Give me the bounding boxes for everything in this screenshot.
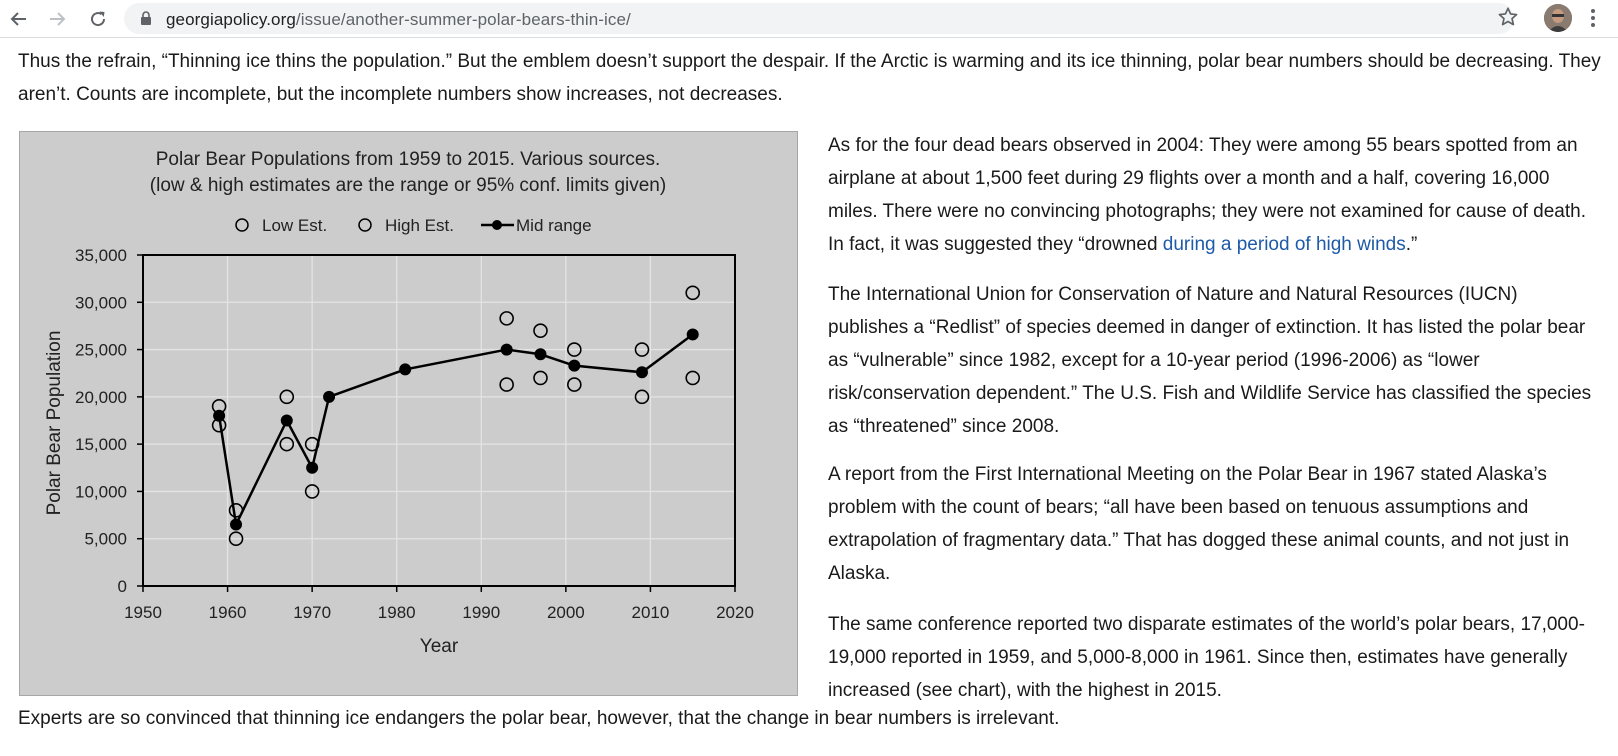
plot-area — [143, 255, 735, 586]
y-tick-label: 0 — [118, 577, 127, 596]
low-estimate-point — [634, 389, 650, 405]
x-tick-label: 1960 — [209, 603, 247, 622]
closing-paragraph: Experts are so convinced that thinning i… — [18, 708, 1060, 729]
legend-label-mid: Mid range — [516, 216, 592, 235]
reload-icon — [91, 11, 106, 27]
x-tick-label: 1980 — [378, 603, 416, 622]
low-estimate-point — [567, 377, 582, 392]
legend-label-high: High Est. — [385, 216, 454, 235]
chart-title-line2: (low & high estimates are the range or 9… — [150, 175, 666, 196]
mid-range-point — [534, 348, 547, 361]
mid-range-point — [568, 359, 581, 372]
profile-photo — [1544, 4, 1572, 32]
legend-marker-mid — [492, 220, 502, 230]
back-button[interactable] — [5, 5, 33, 33]
chart-title-line1: Polar Bear Populations from 1959 to 2015… — [156, 149, 661, 170]
x-tick-label: 1970 — [293, 603, 331, 622]
browser-toolbar: georgiapolicy.org/issue/another-summer-p… — [0, 0, 1618, 38]
mid-range-point — [306, 461, 319, 474]
intro-paragraph: Thus the refrain, “Thinning ice thins th… — [18, 51, 1601, 105]
y-tick-label: 5,000 — [84, 530, 127, 549]
chart-series — [211, 285, 701, 547]
low-estimate-point — [279, 436, 295, 452]
paragraph-estimates: The same conference reported two dispara… — [828, 614, 1585, 701]
mid-range-point — [500, 343, 513, 356]
x-tick-label: 2010 — [632, 603, 670, 622]
low-estimate-point — [685, 370, 701, 386]
low-estimate-point — [533, 370, 548, 386]
forward-arrow-icon — [50, 12, 66, 26]
mid-range-point — [686, 328, 699, 341]
mid-range-point — [399, 363, 412, 376]
low-estimate-point — [304, 484, 320, 499]
chart-axes: 1950 1960 1970 1980 1990 2000 2010 2020 0 5,000 10… — [75, 246, 754, 622]
high-estimate-point — [567, 342, 582, 357]
low-estimate-point — [228, 531, 244, 547]
x-tick-label: 1950 — [124, 603, 162, 622]
back-arrow-icon — [10, 12, 26, 26]
high-estimate-point — [279, 389, 295, 405]
reload-button[interactable] — [84, 5, 112, 33]
mid-range-point — [213, 409, 226, 422]
kebab-menu-icon[interactable] — [1590, 8, 1596, 28]
y-tick-label: 35,000 — [75, 246, 127, 265]
paragraph-dead-bears: As for the four dead bears observed in 2… — [828, 129, 1603, 261]
x-tick-label: 1990 — [462, 603, 500, 622]
lock-icon — [141, 11, 151, 25]
low-estimate-point — [499, 377, 514, 392]
y-tick-label: 20,000 — [75, 388, 127, 407]
x-tick-label: 2020 — [716, 603, 754, 622]
high-estimate-point — [634, 342, 650, 357]
chart-xlabel: Year — [420, 636, 459, 657]
paragraph-1967-report: A report from the First International Me… — [828, 464, 1570, 584]
chart-grid — [143, 255, 735, 586]
mid-range-point — [280, 414, 293, 427]
high-estimate-point — [685, 285, 701, 301]
high-winds-link[interactable]: during a period of high winds — [1162, 234, 1406, 255]
y-tick-label: 15,000 — [75, 435, 127, 454]
plot-border — [142, 254, 736, 587]
mid-range-point — [323, 390, 336, 403]
x-tick-label: 2000 — [547, 603, 585, 622]
legend-marker-high — [358, 218, 372, 232]
high-estimate-point — [499, 311, 514, 326]
url-text: georgiapolicy.org/issue/another-summer-p… — [166, 10, 631, 30]
paragraph-dead-bears-end: .” — [1405, 234, 1418, 255]
chart-ylabel: Polar Bear Population — [44, 331, 65, 516]
star-icon[interactable] — [1497, 6, 1519, 28]
legend-label-low: Low Est. — [262, 216, 327, 235]
address-bar[interactable]: georgiapolicy.org/issue/another-summer-p… — [124, 3, 1514, 34]
y-tick-label: 30,000 — [75, 293, 127, 312]
mid-range-point — [230, 518, 243, 531]
forward-button[interactable] — [43, 5, 71, 33]
paragraph-iucn: The International Union for Conservation… — [828, 284, 1592, 437]
url-host: georgiapolicy.org — [166, 10, 296, 29]
legend-marker-low — [235, 218, 249, 232]
url-path: /issue/another-summer-polar-bears-thin-i… — [295, 10, 631, 29]
chart-legend: Low Est. High Est. Mid range — [235, 216, 592, 235]
paragraph-dead-bears-text: As for the four dead bears observed in 2… — [828, 135, 1586, 255]
y-tick-label: 10,000 — [75, 482, 127, 501]
y-tick-label: 25,000 — [75, 341, 127, 360]
mid-range-point — [635, 366, 648, 379]
avatar[interactable] — [1544, 4, 1572, 32]
high-estimate-point — [533, 323, 548, 338]
polar-bear-chart: Polar Bear Populations from 1959 to 2015… — [19, 131, 798, 696]
chart-svg: Polar Bear Populations from 1959 to 2015… — [19, 131, 798, 696]
